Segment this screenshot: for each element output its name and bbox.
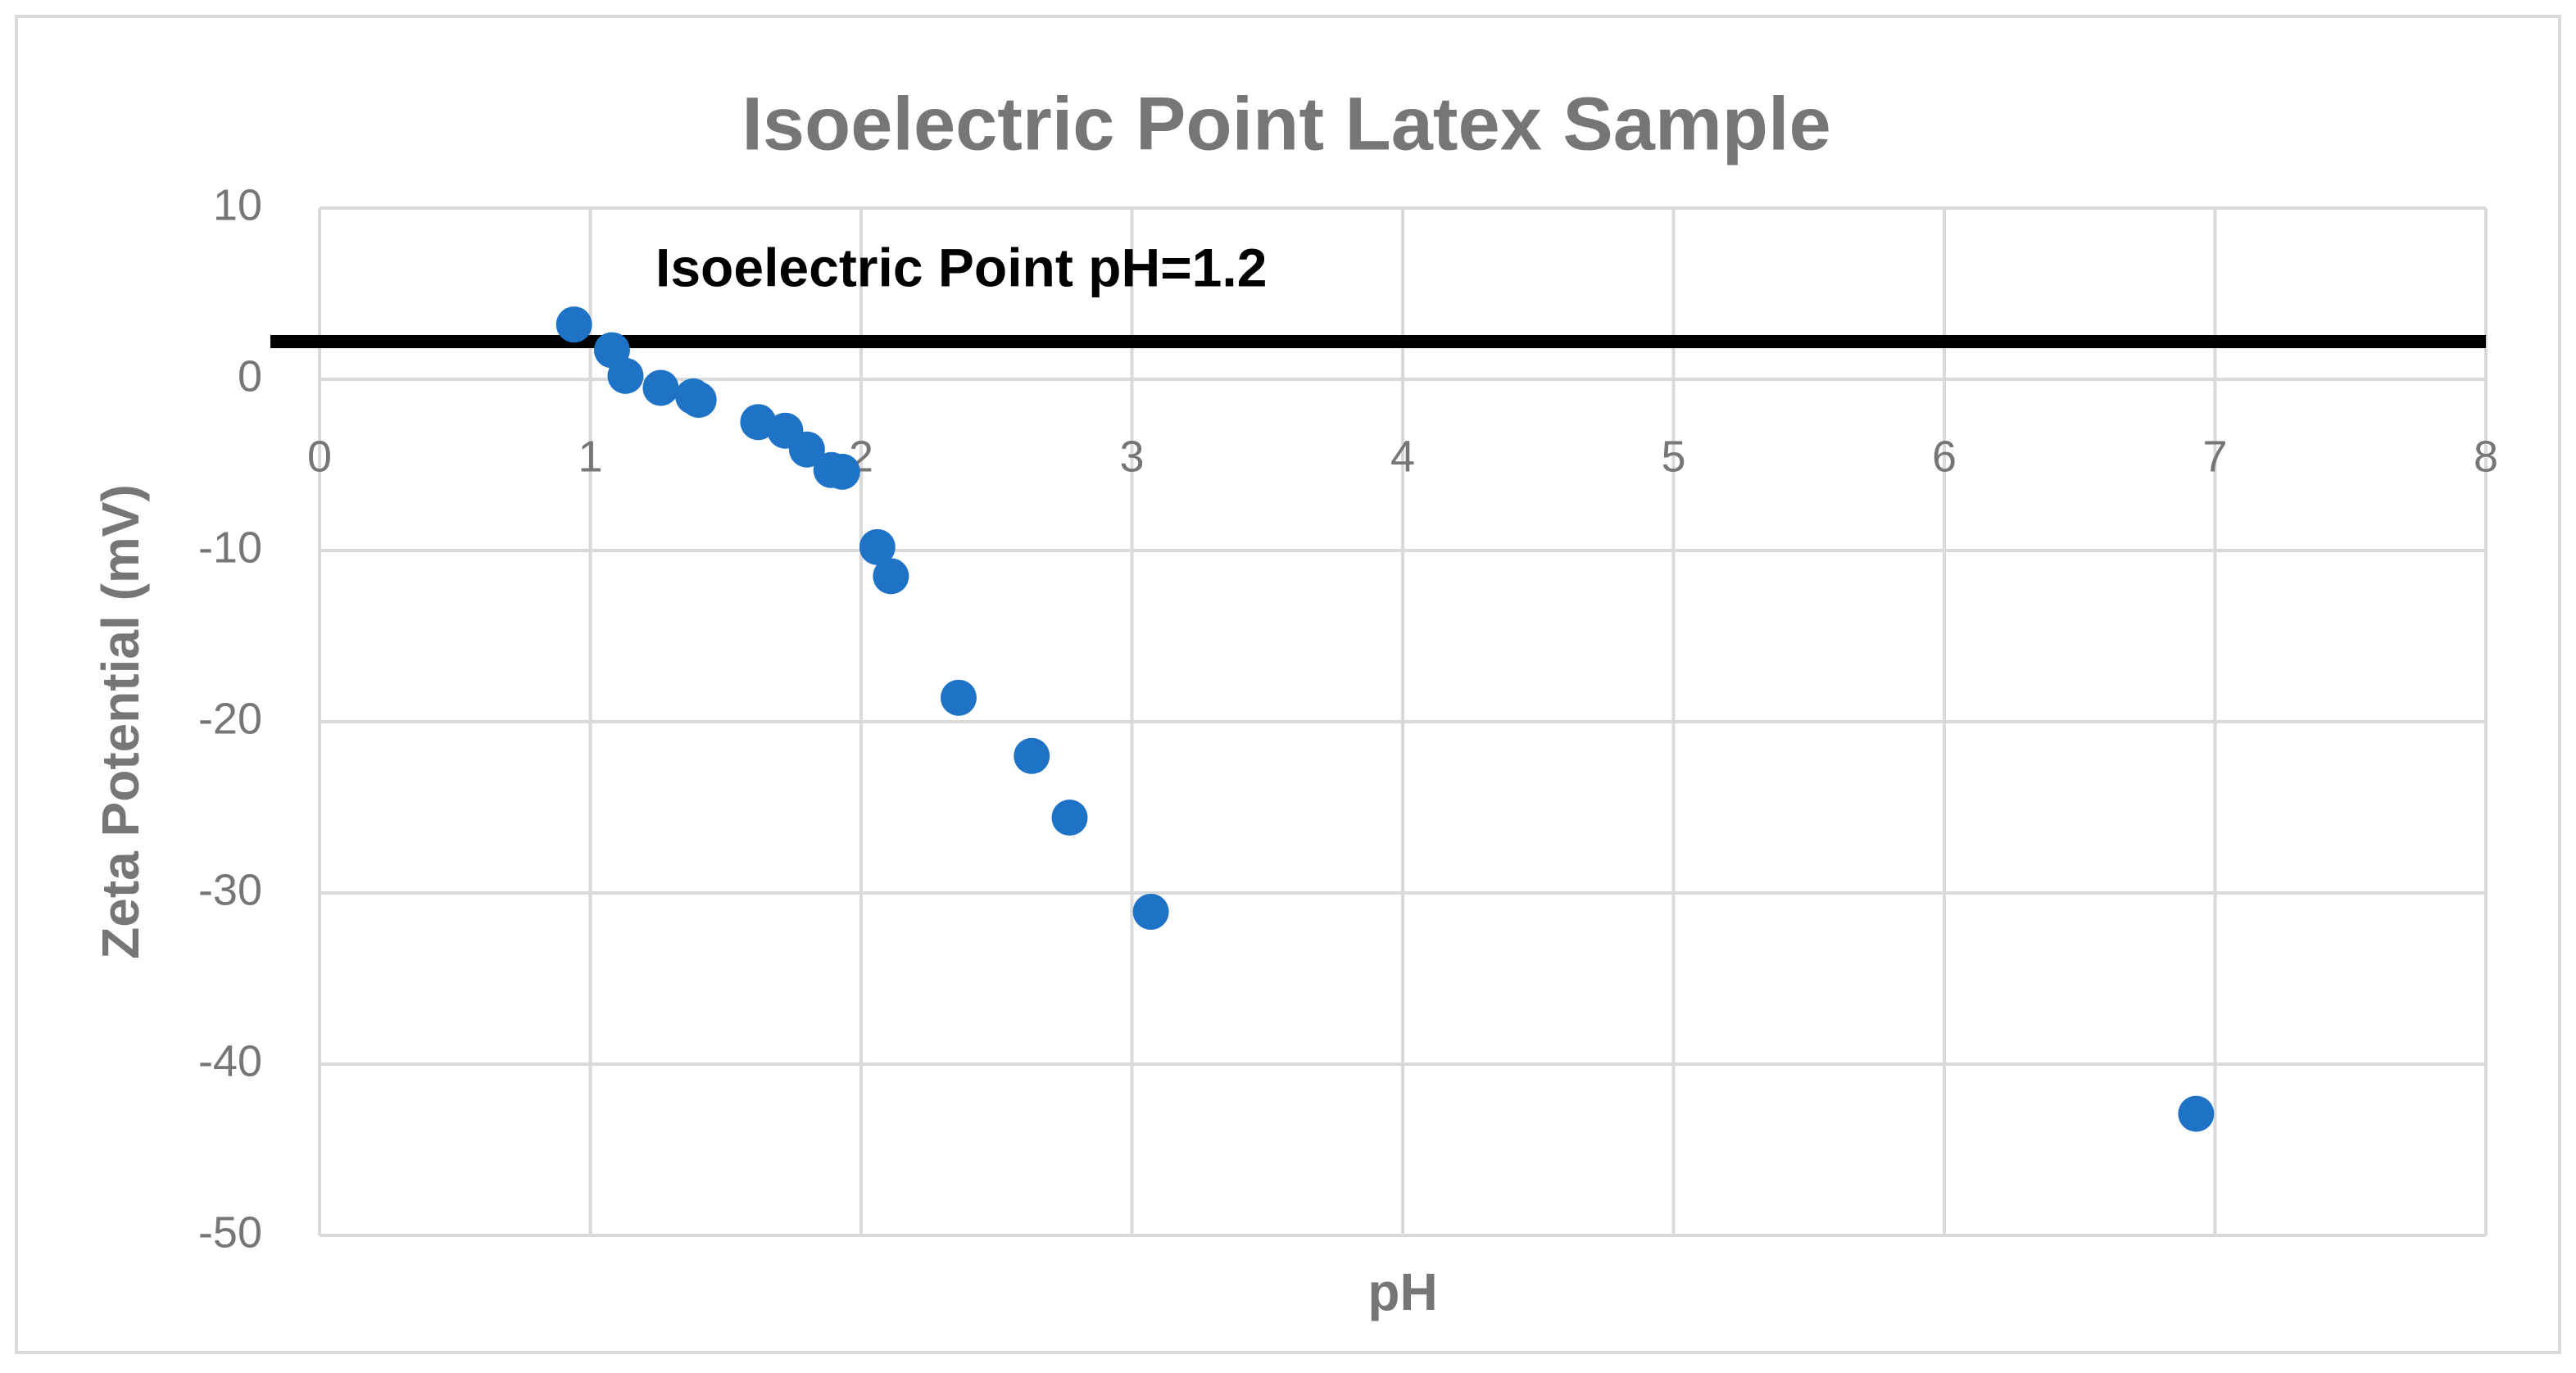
y-tick-label: -40: [198, 1036, 262, 1085]
x-tick-label: 3: [1119, 432, 1144, 481]
point: [740, 404, 777, 441]
y-tick-label: -30: [198, 865, 262, 914]
point: [1132, 893, 1169, 930]
point: [642, 369, 679, 406]
point: [680, 382, 717, 419]
point: [556, 306, 592, 343]
y-tick-label: 10: [213, 180, 262, 229]
point: [788, 431, 825, 468]
annotation: Isoelectric Point pH=1.2: [655, 237, 1267, 297]
point: [873, 558, 909, 595]
x-axis-label: pH: [1367, 1262, 1437, 1321]
point: [1014, 737, 1050, 774]
y-axis-label: Zeta Potential (mV): [91, 484, 150, 959]
point: [2178, 1095, 2215, 1132]
chart-border: [15, 15, 2561, 1354]
point: [607, 357, 644, 394]
point: [940, 679, 977, 716]
point: [1051, 800, 1088, 836]
x-tick-label: 5: [1661, 432, 1685, 481]
point: [859, 528, 896, 565]
chart-title: Isoelectric Point Latex Sample: [742, 82, 1830, 165]
point: [823, 453, 860, 490]
y-tick-label: -10: [198, 523, 262, 572]
x-tick-label: 7: [2202, 432, 2227, 481]
y-tick-label: -50: [198, 1208, 262, 1257]
x-tick-label: 6: [1932, 432, 1957, 481]
y-tick-label: -20: [198, 694, 262, 743]
x-tick-label: 1: [578, 432, 602, 481]
x-tick-label: 0: [307, 432, 332, 481]
y-tick-label: 0: [238, 351, 262, 401]
x-tick-label: 8: [2474, 432, 2498, 481]
x-tick-label: 4: [1390, 432, 1415, 481]
